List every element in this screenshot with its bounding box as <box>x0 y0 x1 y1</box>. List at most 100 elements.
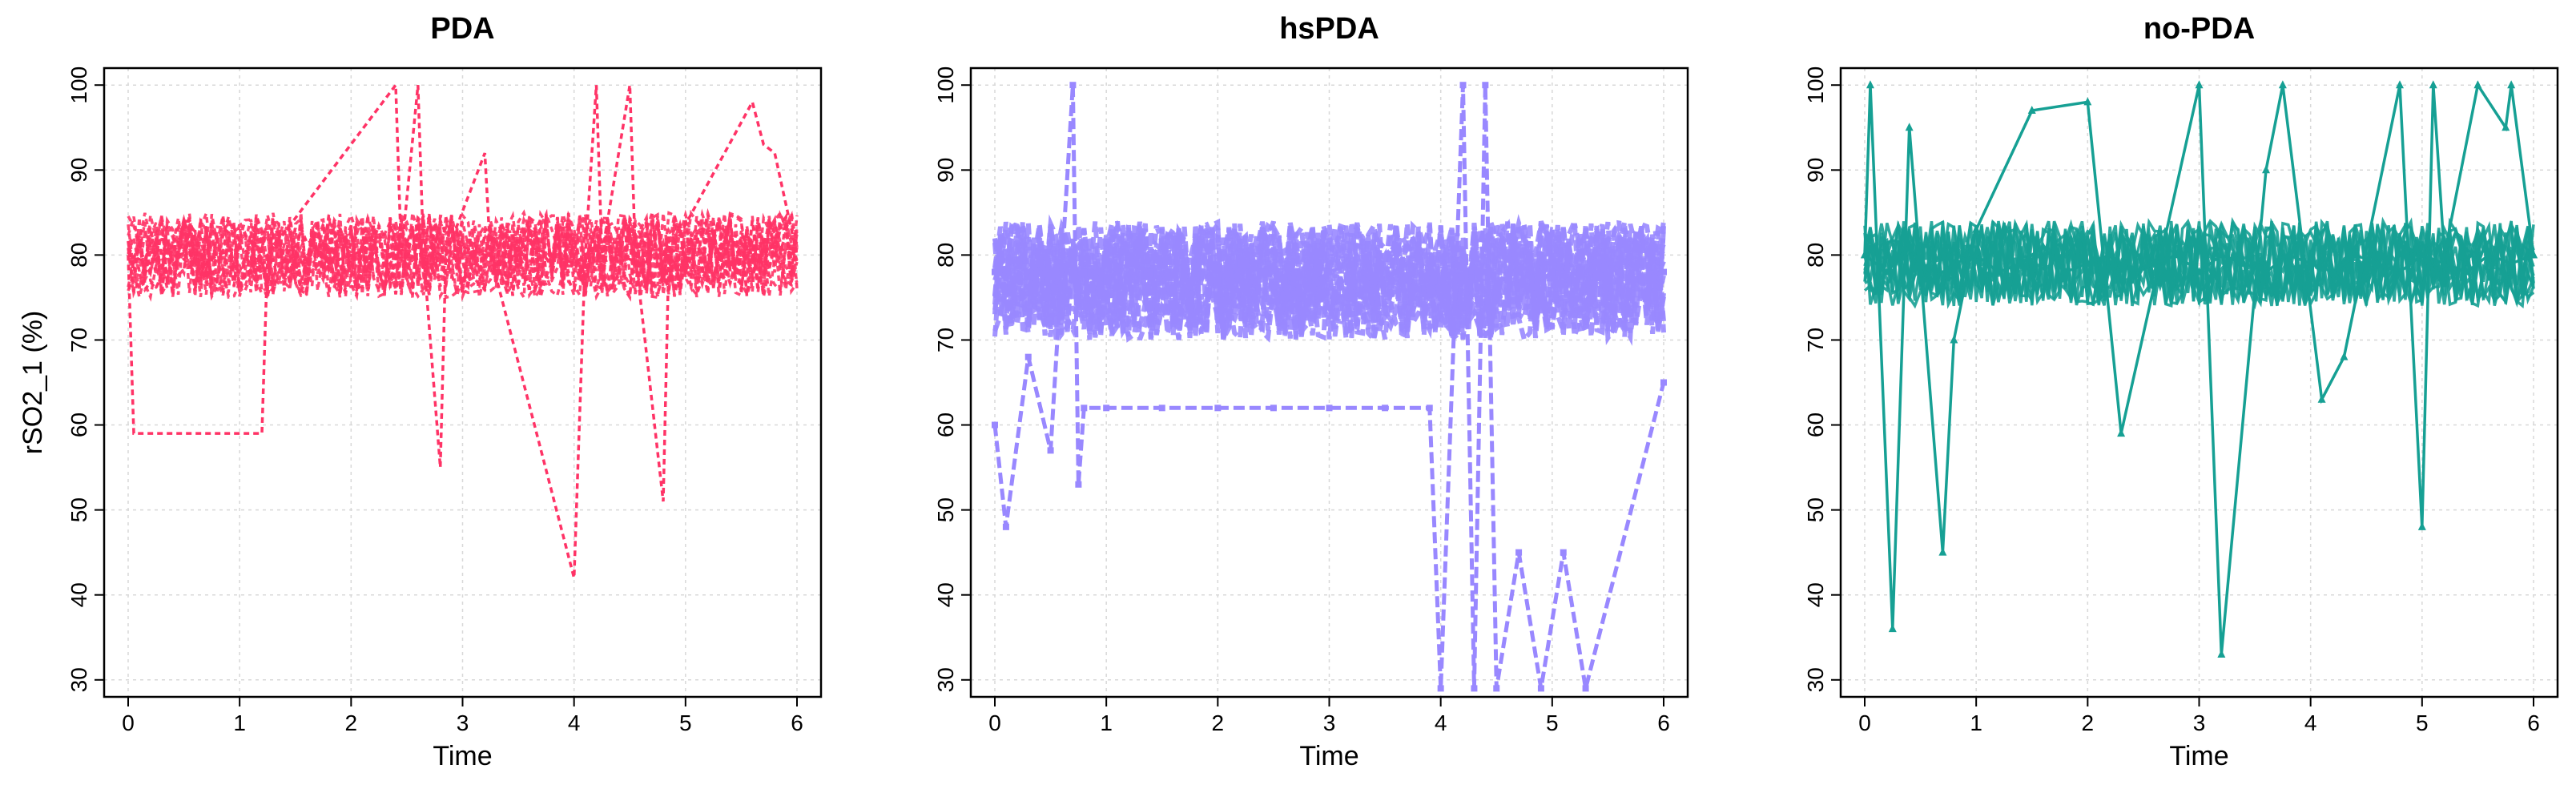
chart-title: hsPDA <box>1279 12 1379 46</box>
x-tick-label: 0 <box>122 710 135 735</box>
data-point <box>2306 258 2315 267</box>
x-tick-label: 2 <box>345 710 358 735</box>
data-point <box>2106 250 2115 259</box>
data-point <box>1002 523 1009 530</box>
data-point <box>1047 447 1054 454</box>
noise-trace <box>127 208 799 302</box>
noise-trace <box>127 209 799 302</box>
data-point <box>2429 80 2437 89</box>
data-point <box>1013 277 1020 284</box>
y-tick-label: 40 <box>933 582 958 607</box>
data-point <box>992 421 998 429</box>
data-point <box>2083 258 2092 267</box>
data-point <box>1103 405 1110 412</box>
x-tick-label: 2 <box>1212 710 1225 735</box>
x-tick-label: 6 <box>1657 710 1670 735</box>
data-point <box>1075 481 1082 488</box>
y-tick-label: 50 <box>1803 497 1828 522</box>
y-tick-label: 70 <box>933 328 958 352</box>
data-point <box>1560 549 1567 556</box>
data-point <box>1426 405 1433 412</box>
data-point <box>1888 624 1897 633</box>
x-tick-label: 5 <box>2416 710 2429 735</box>
data-point <box>2262 267 2270 276</box>
data-point <box>2016 258 2025 267</box>
data-point <box>2195 267 2204 276</box>
data-point <box>1069 82 1077 89</box>
data-point <box>2340 352 2349 360</box>
series-line-1 <box>127 81 799 578</box>
data-point <box>1616 268 1623 276</box>
y-tick-label: 90 <box>1803 158 1828 183</box>
noise-trace <box>127 211 799 300</box>
data-point <box>1459 260 1467 267</box>
data-point <box>2150 258 2159 267</box>
data-point <box>1036 260 1043 267</box>
data-point <box>1938 547 1947 556</box>
noise-trace <box>992 220 1666 344</box>
data-point <box>1192 268 1199 276</box>
data-point <box>1994 267 2002 276</box>
x-axis-label: Time <box>2169 741 2228 771</box>
data-point <box>2240 258 2248 267</box>
chart-title: PDA <box>430 12 494 46</box>
data-point <box>1638 277 1645 284</box>
data-point <box>1281 277 1288 284</box>
y-tick-label: 60 <box>66 413 91 437</box>
data-point <box>2462 267 2471 276</box>
x-tick-label: 4 <box>1435 710 1447 735</box>
x-tick-label: 3 <box>2193 710 2206 735</box>
y-tick-label: 100 <box>1803 66 1828 104</box>
x-axis-label: Time <box>433 741 492 771</box>
data-point <box>2473 80 2482 89</box>
series-line-0 <box>127 235 798 274</box>
data-point <box>2284 250 2292 259</box>
data-point <box>1972 250 1981 259</box>
noise-trace <box>992 221 1666 346</box>
y-tick-label: 90 <box>933 158 958 183</box>
data-point <box>2317 394 2326 403</box>
y-tick-label: 30 <box>66 667 91 692</box>
chart-title: no-PDA <box>2143 12 2255 46</box>
data-point <box>1504 277 1511 284</box>
data-point <box>2083 97 2092 106</box>
data-point <box>2262 165 2270 174</box>
noise-trace <box>992 220 1666 340</box>
x-tick-label: 4 <box>2304 710 2317 735</box>
data-point <box>1660 268 1667 276</box>
data-point <box>1950 258 1958 267</box>
data-point <box>1393 268 1399 276</box>
y-tick-label: 40 <box>1803 582 1828 607</box>
data-point <box>1147 268 1154 276</box>
data-point <box>1593 260 1600 267</box>
data-point <box>1259 268 1266 276</box>
data-point <box>2396 267 2404 276</box>
data-point <box>1950 335 1958 344</box>
data-point <box>2117 429 2126 437</box>
data-point <box>1081 268 1088 276</box>
noise-trace <box>1863 216 2535 308</box>
x-tick-label: 5 <box>1546 710 1559 735</box>
panel-hspda: 0 1 2 3 4 5 6 30 40 50 60 70 80 90 100 hsPDA Time <box>933 12 1689 771</box>
series-line-1 <box>992 85 1666 690</box>
y-tick-label: 60 <box>933 413 958 437</box>
data-point <box>1861 250 1869 259</box>
noise-trace <box>992 219 1666 340</box>
y-tick-label: 80 <box>1803 243 1828 268</box>
data-point <box>2507 80 2516 89</box>
y-tick-label: 80 <box>933 243 958 268</box>
series-line-1 <box>1863 81 2535 655</box>
data-point <box>2172 250 2181 259</box>
data-point <box>1382 405 1389 412</box>
y-tick-label: 100 <box>933 66 958 104</box>
data-point <box>1459 82 1467 89</box>
data-point <box>1882 267 1891 276</box>
data-point <box>1125 260 1132 267</box>
y-tick-label: 50 <box>66 497 91 522</box>
x-tick-label: 1 <box>1100 710 1113 735</box>
x-tick-label: 6 <box>791 710 803 735</box>
y-tick-label: 90 <box>66 158 91 183</box>
x-axis-label: Time <box>1299 741 1358 771</box>
data-point <box>1371 277 1378 284</box>
